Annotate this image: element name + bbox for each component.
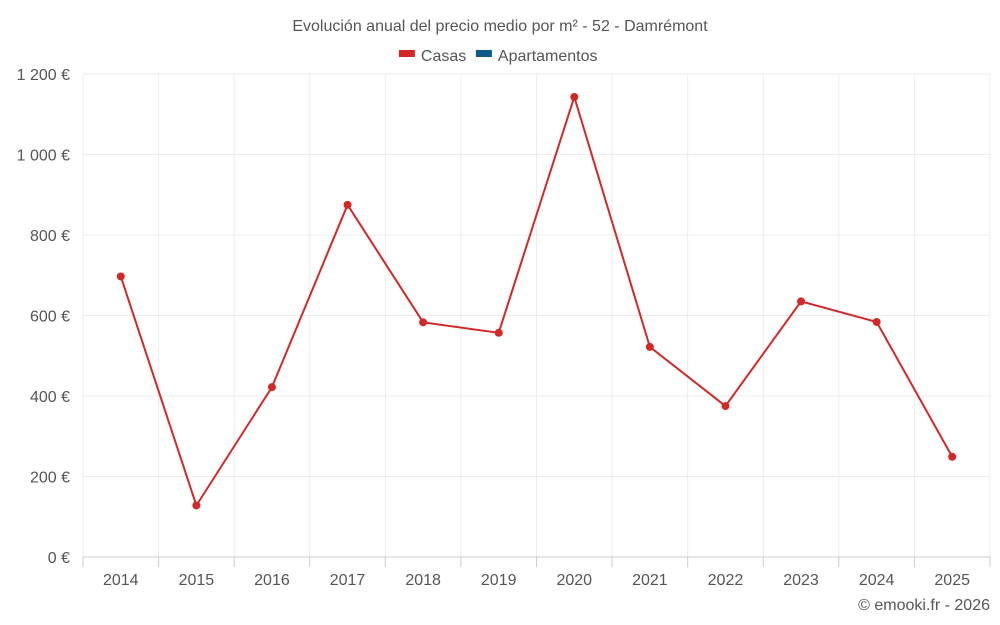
- y-axis-labels: 0 € 200 € 400 € 600 € 800 € 1 000 € 1 200 €: [17, 67, 70, 567]
- x-tick-label: 2025: [934, 572, 970, 589]
- data-point-2021[interactable]: [645, 342, 654, 351]
- data-point-2015[interactable]: [192, 501, 201, 510]
- y-tick-label: 1 200 €: [17, 67, 70, 84]
- y-tick-label: 0 €: [48, 550, 70, 567]
- data-point-2014[interactable]: [116, 272, 125, 281]
- x-tick-label: 2016: [254, 572, 290, 589]
- legend-swatch-apartamentos[interactable]: [475, 50, 492, 57]
- y-tick-label: 800 €: [30, 228, 70, 245]
- data-point-2023[interactable]: [797, 297, 806, 306]
- data-point-2019[interactable]: [494, 328, 503, 337]
- y-tick-label: 600 €: [30, 309, 70, 326]
- x-tick-label: 2022: [708, 572, 744, 589]
- x-tick-label: 2023: [783, 572, 819, 589]
- x-tick-label: 2015: [179, 572, 215, 589]
- series-line-casas: [119, 93, 954, 508]
- data-point-2022[interactable]: [721, 402, 730, 411]
- x-tick-label: 2019: [481, 572, 517, 589]
- data-point-2018[interactable]: [419, 318, 428, 327]
- x-tick-label: 2014: [103, 572, 139, 589]
- x-tick-label: 2018: [405, 572, 441, 589]
- data-point-2024[interactable]: [872, 317, 881, 326]
- x-tick-label: 2024: [859, 572, 895, 589]
- x-axis: [82, 556, 991, 567]
- x-tick-label: 2020: [556, 572, 592, 589]
- legend-label-casas[interactable]: Casas: [421, 48, 466, 65]
- y-tick-label: 1 000 €: [17, 148, 70, 165]
- data-point-2017[interactable]: [343, 200, 352, 209]
- y-tick-label: 400 €: [30, 389, 70, 406]
- legend-swatch-casas[interactable]: [398, 50, 415, 57]
- credit-text: © emooki.fr - 2026: [858, 597, 990, 614]
- chart-title: Evolución anual del precio medio por m² …: [292, 18, 708, 35]
- data-point-2020[interactable]: [570, 92, 579, 101]
- series-group: [116, 92, 957, 510]
- y-tick-label: 200 €: [30, 470, 70, 487]
- x-tick-label: 2021: [632, 572, 668, 589]
- data-point-2025[interactable]: [948, 452, 957, 461]
- legend-label-apartamentos[interactable]: Apartamentos: [498, 48, 598, 65]
- x-tick-label: 2017: [330, 572, 366, 589]
- x-axis-labels: 2014 2015 2016 2017 2018 2019 2020 2021 2022 2023…: [103, 572, 970, 589]
- data-point-2016[interactable]: [267, 383, 276, 392]
- x-gridlines: [82, 74, 991, 557]
- legend: Casas Apartamentos: [398, 48, 598, 65]
